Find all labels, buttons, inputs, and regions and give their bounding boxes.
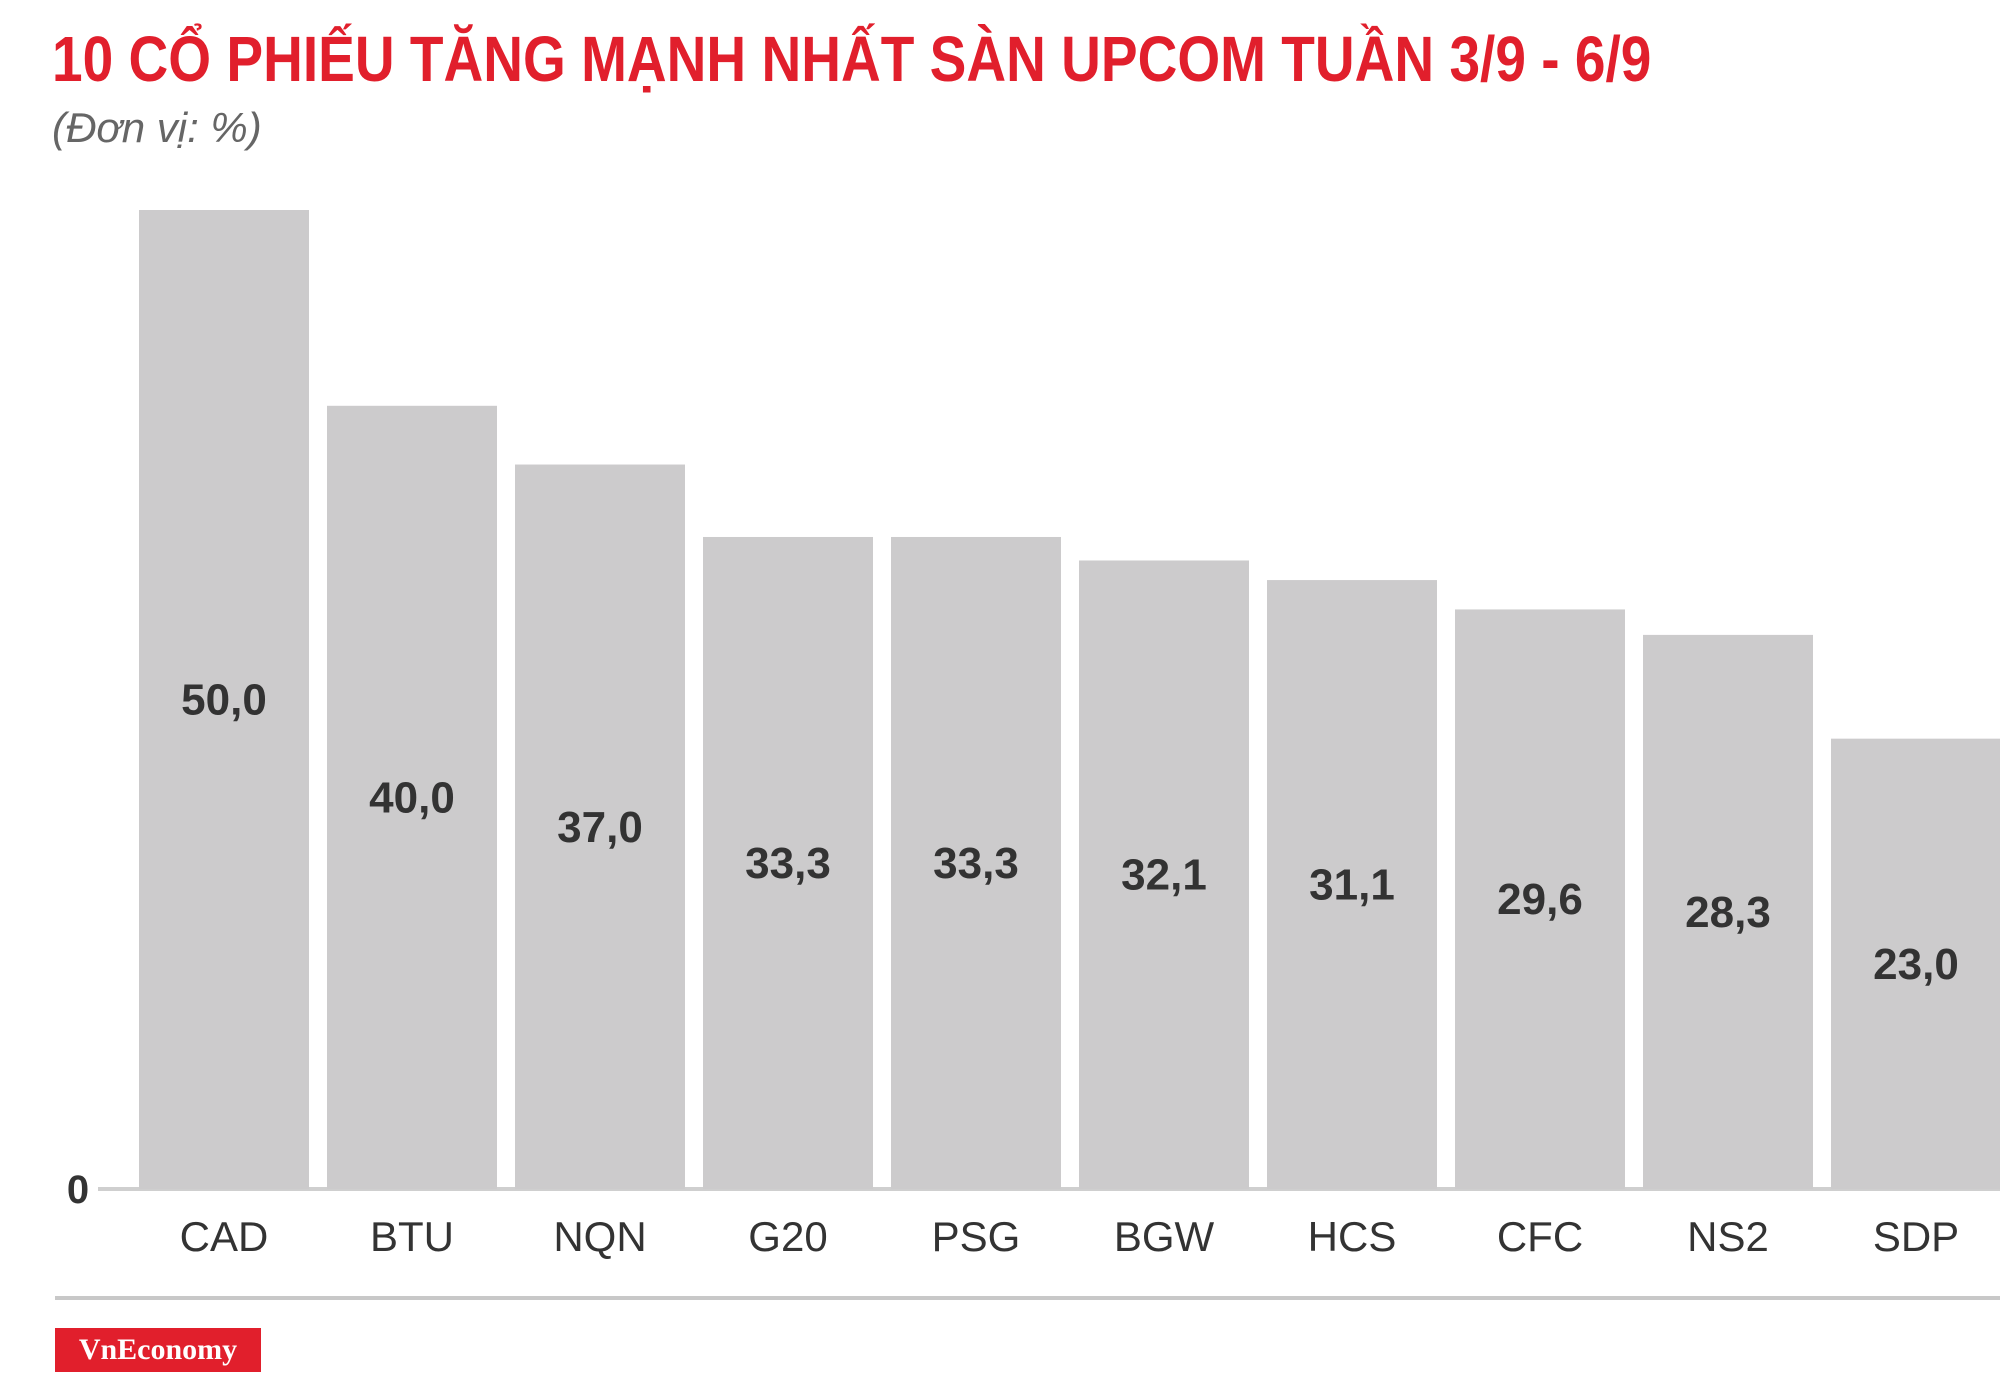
bar-cad <box>139 210 309 1189</box>
x-tick-label: PSG <box>932 1213 1021 1260</box>
bar-g20 <box>703 536 873 1189</box>
chart-title: 10 CỔ PHIẾU TĂNG MẠNH NHẤT SÀN UPCOM TUẦ… <box>52 23 1652 95</box>
data-label: 40,0 <box>369 773 455 822</box>
bar-nqn <box>515 464 685 1189</box>
bar-bgw <box>1079 560 1249 1189</box>
x-tick-label: BTU <box>370 1213 454 1260</box>
footer-divider <box>55 1296 2000 1300</box>
chart-unit-label: (Đơn vị: %) <box>52 104 262 151</box>
x-tick-label: CAD <box>180 1213 269 1260</box>
bar-btu <box>327 405 497 1189</box>
data-label: 29,6 <box>1497 875 1583 924</box>
x-tick-label: G20 <box>748 1213 827 1260</box>
bar-cfc <box>1455 609 1625 1189</box>
bar-ns2 <box>1643 634 1813 1189</box>
bar-psg <box>891 536 1061 1189</box>
y-tick-label: 0 <box>67 1168 89 1212</box>
bar-hcs <box>1267 580 1437 1189</box>
data-label: 31,1 <box>1309 861 1395 910</box>
data-label: 50,0 <box>181 676 267 725</box>
x-tick-label: SDP <box>1873 1213 1959 1260</box>
data-label: 33,3 <box>933 839 1019 888</box>
x-tick-label: HCS <box>1308 1213 1397 1260</box>
data-label: 33,3 <box>745 839 831 888</box>
bar-chart: 0 50,0 CAD 40,0 BTU 37,0 NQN 33,3 G20 33,3 PSG 32,1… <box>67 210 2000 1260</box>
data-label: 37,0 <box>557 803 643 852</box>
x-tick-label: NS2 <box>1687 1213 1769 1260</box>
data-label: 28,3 <box>1685 888 1771 937</box>
x-tick-label: BGW <box>1114 1213 1215 1260</box>
bar-sdp <box>1831 738 2000 1189</box>
x-tick-label: NQN <box>553 1213 646 1260</box>
x-tick-label: CFC <box>1497 1213 1583 1260</box>
data-label: 32,1 <box>1121 851 1207 900</box>
data-label: 23,0 <box>1873 940 1959 989</box>
vneconomy-logo: VnEconomy <box>55 1328 261 1372</box>
